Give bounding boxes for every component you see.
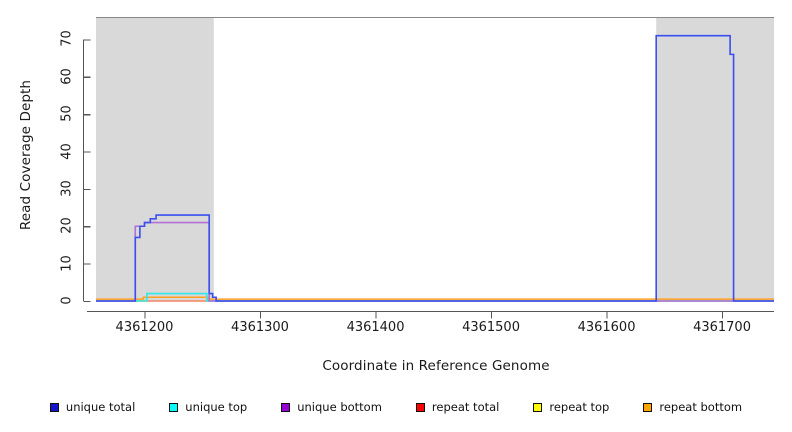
data-series-layer: [96, 34, 774, 302]
legend-item-unique-top: unique top: [169, 401, 247, 413]
legend-label: unique total: [65, 400, 136, 414]
legend-label: repeat top: [549, 400, 610, 414]
y-tick-label: 70: [59, 30, 75, 48]
legend-label: unique bottom: [297, 400, 382, 414]
y-tick-label: 20: [59, 217, 75, 235]
legend-item-unique-bottom: unique bottom: [281, 401, 382, 413]
repeat-region-left: [96, 17, 214, 301]
y-tick-label: 30: [59, 180, 75, 197]
legend-label: repeat total: [431, 400, 500, 414]
x-tick-label: 4361500: [462, 320, 520, 335]
shaded-regions-layer: [96, 17, 774, 301]
legend-item-repeat-top: repeat top: [533, 401, 609, 413]
x-tick-label: 4361700: [693, 320, 751, 335]
y-tick-label: 0: [59, 296, 75, 305]
repeat-region-right: [656, 17, 774, 301]
legend-item-unique-total: unique total: [49, 400, 136, 414]
legend-swatch-icon: [281, 402, 291, 412]
x-tick-label: 4361200: [115, 320, 174, 335]
legend-swatch-icon: [49, 402, 59, 412]
legend-swatch-icon: [169, 402, 179, 412]
x-tick-label: 4361400: [346, 320, 405, 335]
legend-label: repeat bottom: [659, 400, 743, 414]
y-tick-label: 40: [59, 142, 75, 160]
legend-item-repeat-total: repeat total: [415, 400, 500, 414]
legend-swatch-icon: [415, 402, 425, 412]
chart-legend: unique total unique top unique bottom repea…: [0, 396, 792, 418]
y-tick-label: 50: [59, 105, 75, 122]
axis-lines-layer: [82, 17, 774, 319]
legend-label: unique top: [185, 400, 248, 414]
y-axis-title: Read Coverage Depth: [18, 79, 34, 231]
series-line-unique-total: [96, 34, 774, 302]
y-tick-label: 60: [59, 68, 75, 85]
legend-swatch-icon: [533, 402, 543, 412]
x-tick-label: 4361300: [231, 320, 289, 335]
legend-item-repeat-bottom: repeat bottom: [643, 401, 742, 413]
legend-swatch-icon: [643, 402, 653, 412]
x-tick-label: 4361600: [577, 320, 636, 335]
x-axis-title: Coordinate in Reference Genome: [322, 358, 550, 374]
y-tick-label: 10: [59, 254, 75, 272]
